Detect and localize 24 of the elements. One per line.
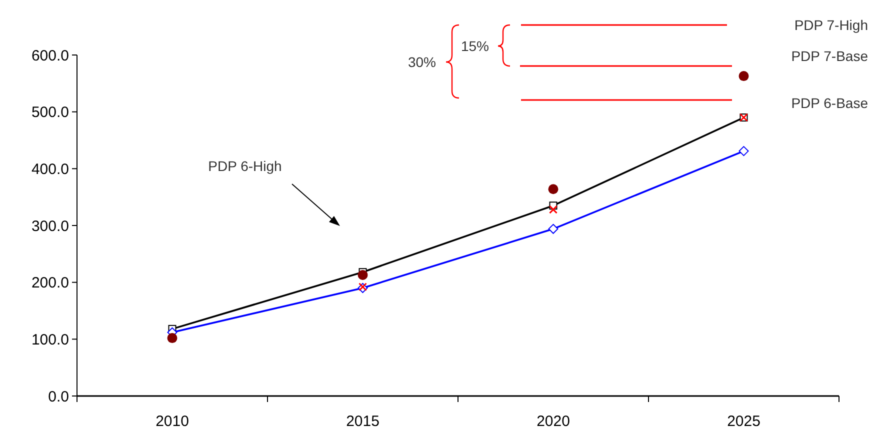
text: 15% bbox=[460, 38, 490, 54]
annotation: 30% bbox=[408, 54, 436, 70]
point bbox=[738, 146, 749, 156]
y-tick-label: 100.0 bbox=[31, 331, 69, 348]
y-tick-label: 200.0 bbox=[31, 274, 69, 292]
text: PDP 7-High bbox=[794, 16, 868, 33]
y-tick-label: 500.0 bbox=[31, 104, 69, 122]
x-tick-label: 2015 bbox=[346, 413, 380, 430]
point bbox=[167, 333, 178, 344]
annotation: PDP 7-Base bbox=[791, 48, 868, 64]
x-tick-label: 2020 bbox=[536, 413, 570, 430]
y-tick-label: 0.0 bbox=[48, 388, 69, 406]
x-tick-label: 2025 bbox=[727, 413, 760, 430]
y-tick-label: 300.0 bbox=[31, 218, 69, 235]
point bbox=[548, 224, 558, 234]
point bbox=[548, 184, 558, 194]
y-tick-label: 400.0 bbox=[31, 160, 69, 178]
annotation: PDP 6-Base bbox=[791, 94, 868, 111]
point bbox=[358, 270, 368, 280]
y-tick-label: 600.0 bbox=[31, 47, 69, 64]
point bbox=[549, 205, 558, 214]
point bbox=[738, 71, 749, 82]
x-tick-label: 2010 bbox=[156, 413, 189, 430]
annotation: PDP 6-High bbox=[208, 158, 282, 174]
